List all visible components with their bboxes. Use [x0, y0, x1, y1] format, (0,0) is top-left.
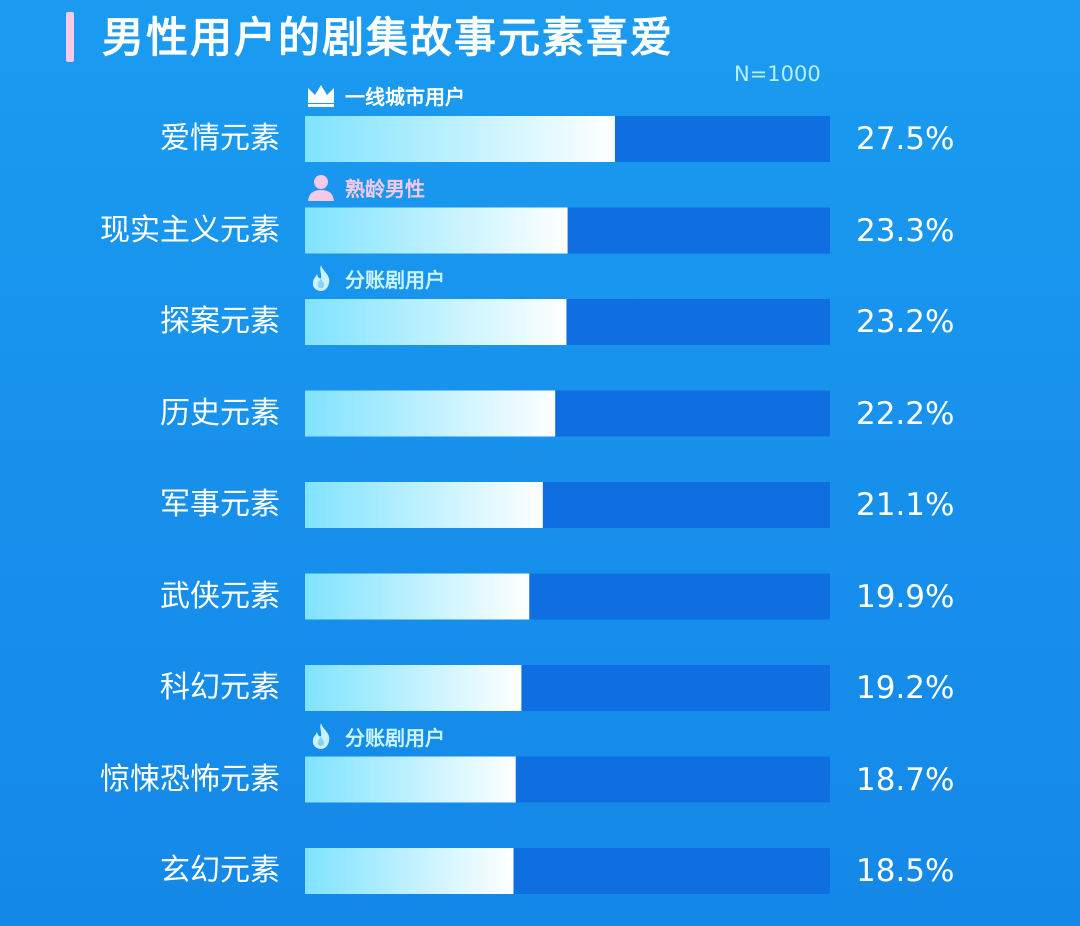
category-label: 科幻元素 [160, 670, 280, 705]
segment-tag: 分账剧用户 [305, 265, 445, 295]
bar [305, 299, 567, 345]
value-label: 22.2% [856, 395, 955, 432]
chart-title: 男性用户的剧集故事元素喜爱 [102, 13, 675, 62]
value-label: 19.2% [856, 670, 955, 706]
bar [305, 756, 516, 803]
segment-tag: 熟龄男性 [305, 174, 425, 204]
category-label: 现实主义元素 [100, 212, 280, 248]
category-label: 历史元素 [160, 395, 280, 431]
segment-tag-label: 一线城市用户 [345, 85, 465, 109]
category-label: 探案元素 [160, 304, 280, 339]
segment-tag-label: 熟龄男性 [345, 176, 425, 201]
category-label: 军事元素 [160, 487, 280, 522]
segment-tag-label: 分账剧用户 [345, 725, 445, 750]
segment-tag-label: 分账剧用户 [345, 268, 445, 292]
value-label: 23.2% [856, 304, 955, 340]
flame-icon [305, 264, 337, 296]
value-label: 27.5% [856, 121, 955, 157]
category-label: 爱情元素 [160, 121, 280, 156]
value-label: 23.3% [856, 212, 955, 249]
title-accent-bar [66, 12, 74, 62]
category-label: 惊悚恐怖元素 [100, 761, 280, 797]
segment-tag: 一线城市用户 [305, 82, 465, 112]
bar [305, 482, 543, 528]
crown-icon [305, 81, 337, 113]
value-label: 19.9% [856, 578, 955, 615]
bar [305, 665, 522, 711]
category-label: 玄幻元素 [160, 853, 280, 888]
flame-icon [305, 722, 337, 754]
value-label: 18.5% [856, 853, 955, 889]
bar [305, 390, 556, 437]
person-icon [305, 173, 337, 205]
bar [305, 573, 530, 620]
segment-tag: 分账剧用户 [305, 722, 445, 754]
bar [305, 848, 514, 894]
sample-size-note: N=1000 [734, 62, 821, 86]
bar [305, 116, 615, 162]
value-label: 21.1% [856, 487, 955, 523]
value-label: 18.7% [856, 761, 955, 798]
category-label: 武侠元素 [160, 578, 280, 614]
bar [305, 207, 568, 254]
